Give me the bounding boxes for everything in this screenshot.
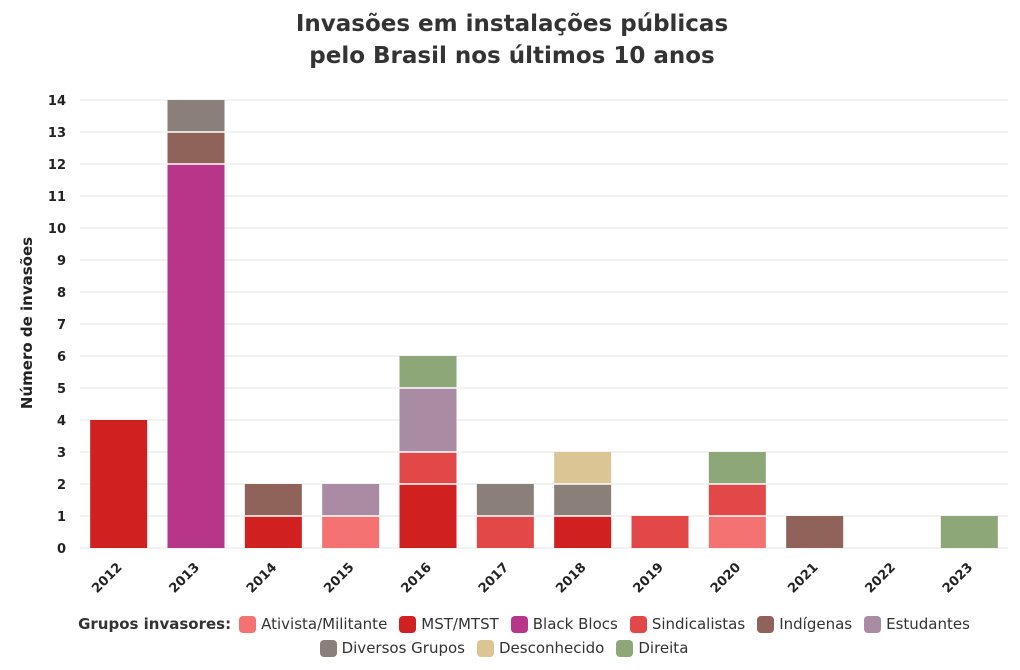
- bar-segment-2016-direita: [399, 356, 457, 388]
- x-tick-label: 2018: [553, 560, 589, 596]
- bar-segment-2018-diversos: [554, 484, 612, 516]
- bar-segment-2012-mst: [90, 420, 148, 548]
- bar-segment-2014-mst: [244, 516, 302, 548]
- legend-item-mst[interactable]: MST/MTST: [399, 615, 499, 633]
- legend-label: MST/MTST: [421, 615, 499, 633]
- legend-row-2: Diversos Grupos Desconhecido Direita: [0, 636, 1020, 660]
- legend-item-sindicalistas[interactable]: Sindicalistas: [629, 615, 746, 633]
- legend-swatch: [239, 615, 257, 633]
- legend-label: Black Blocs: [532, 615, 618, 633]
- legend-swatch: [510, 615, 528, 633]
- legend-row-1: Grupos invasores: Ativista/Militante MST/…: [40, 612, 1020, 636]
- bar-segment-2019-sindicalistas: [631, 516, 689, 548]
- legend-item-indigenas[interactable]: Indígenas: [757, 615, 852, 633]
- bar-segment-2018-desconhecido: [554, 452, 612, 484]
- legend-label: Indígenas: [779, 615, 853, 633]
- bar-segment-2015-estudantes: [322, 484, 380, 516]
- y-tick-label: 5: [57, 382, 66, 397]
- y-tick-label: 10: [48, 222, 66, 237]
- legend-swatch: [399, 615, 417, 633]
- bar-segment-2021-indigenas: [786, 516, 844, 548]
- bar-segment-2020-direita: [708, 452, 766, 484]
- bar-segment-2016-sindicalistas: [399, 452, 457, 484]
- x-tick-label: 2016: [399, 560, 435, 596]
- bar-segment-2016-estudantes: [399, 388, 457, 452]
- bar-segment-2016-mst: [399, 484, 457, 548]
- legend: Grupos invasores: Ativista/Militante MST/…: [0, 612, 1020, 660]
- y-axis-label: Número de invasões: [18, 237, 36, 409]
- y-tick-label: 3: [57, 446, 66, 461]
- legend-item-blackblocs[interactable]: Black Blocs: [510, 615, 618, 633]
- bar-segment-2013-diversos: [167, 100, 225, 132]
- x-tick-label: 2017: [476, 560, 512, 596]
- legend-swatch: [629, 615, 647, 633]
- legend-item-direita[interactable]: Direita: [616, 639, 688, 657]
- bar-segment-2013-blackblocs: [167, 164, 225, 548]
- x-tick-labels: 2012 2013 2014 2015 2016 2017 2018 2019 2020 2021…: [89, 560, 976, 596]
- y-tick-label: 0: [57, 542, 66, 557]
- chart-title-line-1: Invasões em instalações públicas: [296, 11, 728, 37]
- legend-title: Grupos invasores:: [78, 615, 232, 633]
- bar-segment-2015-atividade: [322, 516, 380, 548]
- x-tick-label: 2019: [631, 560, 667, 596]
- bar-segment-2017-diversos: [476, 484, 534, 516]
- x-tick-label: 2013: [167, 560, 203, 596]
- bar-segment-2023-direita: [940, 516, 998, 548]
- legend-swatch: [616, 639, 634, 657]
- y-tick-label: 7: [57, 318, 66, 333]
- legend-label: Desconhecido: [498, 639, 605, 657]
- chart-title-line-2: pelo Brasil nos últimos 10 anos: [309, 43, 715, 69]
- y-tick-label: 8: [57, 286, 66, 301]
- legend-swatch: [864, 615, 882, 633]
- y-tick-label: 2: [57, 478, 66, 493]
- y-tick-label: 11: [48, 190, 66, 205]
- stacked-bar-chart: Invasões em instalações públicas pelo Br…: [18, 11, 1008, 596]
- bar-segment-2020-sindicalistas: [708, 484, 766, 516]
- legend-swatch: [319, 639, 337, 657]
- y-tick-label: 13: [48, 126, 66, 141]
- legend-label: Direita: [638, 639, 689, 657]
- legend-item-atividade[interactable]: Ativista/Militante: [239, 615, 387, 633]
- y-tick-label: 12: [48, 158, 66, 173]
- chart-title: Invasões em instalações públicas pelo Br…: [296, 11, 728, 69]
- x-tick-label: 2012: [89, 560, 125, 596]
- bar-segment-2018-mst: [554, 516, 612, 548]
- bar-segment-2014-indigenas: [244, 484, 302, 516]
- legend-item-estudantes[interactable]: Estudantes: [864, 615, 970, 633]
- y-tick-label: 1: [57, 510, 66, 525]
- x-tick-label: 2020: [708, 560, 744, 596]
- gridlines: [80, 99, 1008, 549]
- legend-swatch: [476, 639, 494, 657]
- legend-label: Sindicalistas: [651, 615, 746, 633]
- y-tick-label: 9: [57, 254, 66, 269]
- x-tick-label: 2014: [244, 560, 280, 596]
- legend-swatch: [757, 615, 775, 633]
- legend-item-diversos[interactable]: Diversos Grupos: [319, 639, 465, 657]
- x-tick-label: 2021: [785, 560, 821, 596]
- y-tick-label: 14: [48, 94, 66, 109]
- bar-segment-2013-indigenas: [167, 132, 225, 164]
- x-tick-label: 2015: [321, 560, 357, 596]
- legend-label: Estudantes: [886, 615, 970, 633]
- bar-segment-2020-atividade: [708, 516, 766, 548]
- legend-label: Diversos Grupos: [341, 639, 465, 657]
- x-tick-label: 2022: [863, 560, 899, 596]
- legend-item-desconhecido[interactable]: Desconhecido: [476, 639, 605, 657]
- x-tick-label: 2023: [940, 560, 976, 596]
- legend-label: Ativista/Militante: [261, 615, 388, 633]
- bar-segment-2017-sindicalistas: [476, 516, 534, 548]
- bars: [90, 100, 998, 548]
- y-tick-label: 4: [57, 414, 66, 429]
- y-tick-label: 6: [57, 350, 66, 365]
